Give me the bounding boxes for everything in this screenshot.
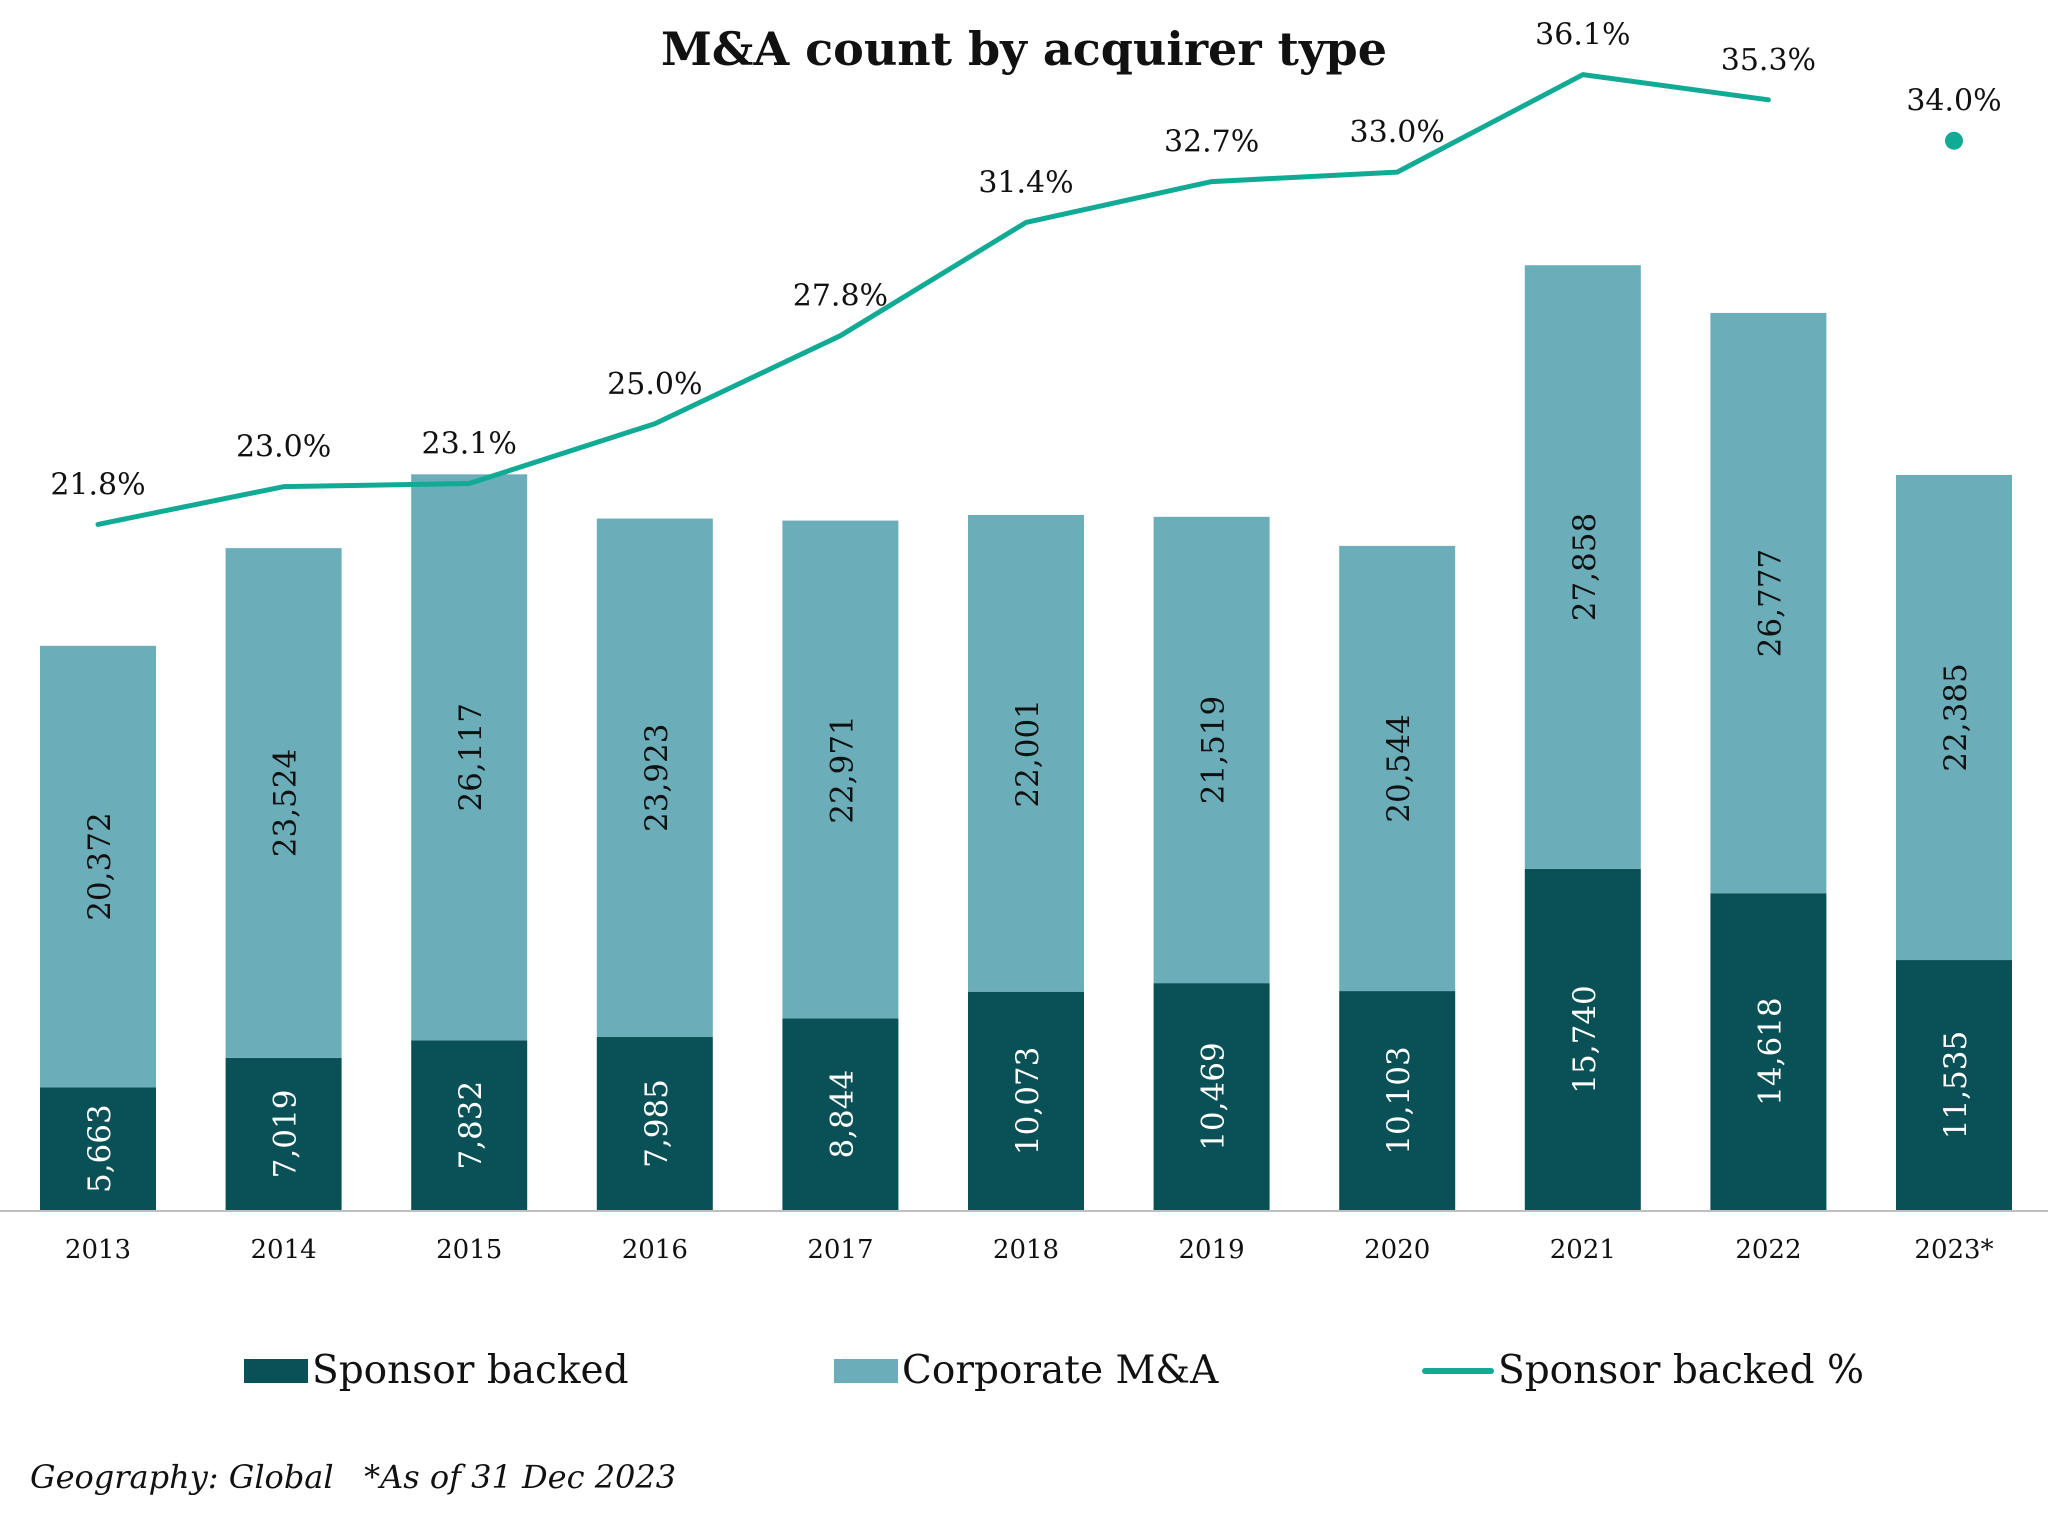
label-percent-2014: 23.0% [236, 430, 331, 465]
bar-sponsor-2013 [40, 1087, 156, 1210]
sponsor-percent-line [95, 72, 1771, 527]
bar-sponsor-2015 [411, 1040, 528, 1210]
label-corporate-2019: 21,519 [1196, 696, 1232, 804]
bar-sponsor-2014 [225, 1057, 342, 1210]
label-percent-2020: 33.0% [1350, 115, 1445, 150]
bar-corporate-2020 [1339, 545, 1456, 992]
x-tick-2022: 2022 [1735, 1235, 1801, 1265]
label-corporate-2022: 26,777 [1752, 549, 1788, 657]
x-tick-2015: 2015 [436, 1235, 502, 1265]
legend-label-corporate: Corporate M&A [902, 1348, 1219, 1393]
bar-corporate-2022 [1710, 312, 1827, 894]
x-tick-2021: 2021 [1550, 1235, 1616, 1265]
bar-corporate-2021 [1524, 265, 1641, 869]
label-corporate-2017: 22,971 [824, 715, 860, 823]
bar-labels-group: 5,663 20,372 7,019 23,524 7,832 26,117 7,985 23… [82, 513, 1974, 1193]
x-tick-2018: 2018 [993, 1235, 1059, 1265]
label-sponsor-2019: 10,469 [1196, 1042, 1232, 1150]
legend-label-line: Sponsor backed % [1498, 1348, 1865, 1393]
x-tick-2017: 2017 [807, 1235, 873, 1265]
bars-group [40, 265, 2012, 1210]
label-corporate-2023*: 22,385 [1938, 663, 1974, 771]
label-corporate-2013: 20,372 [82, 812, 118, 920]
sponsor-percent-line-group: 21.8% 23.0% 23.1% 25.0% 27.8% 31.4% 32.7% 33.0%… [50, 18, 2002, 527]
chart-title: M&A count by acquirer type [661, 22, 1387, 76]
label-percent-2021: 36.1% [1535, 18, 1630, 53]
bar-corporate-2015 [411, 474, 528, 1041]
legend-item-line: Sponsor backed % [1422, 1348, 1864, 1393]
footnote: Geography: Global *As of 31 Dec 2023 [30, 1458, 677, 1496]
label-sponsor-2018: 10,073 [1010, 1047, 1046, 1155]
x-tick-2023*: 2023* [1914, 1235, 1993, 1265]
legend-swatch-line [1422, 1367, 1494, 1374]
bar-corporate-2013 [40, 645, 156, 1088]
label-corporate-2020: 20,544 [1381, 714, 1417, 822]
bar-corporate-2017 [782, 520, 899, 1019]
label-corporate-2021: 27,858 [1567, 513, 1603, 621]
bar-sponsor-2021 [1524, 868, 1641, 1210]
label-percent-2016: 25.0% [607, 367, 702, 402]
label-sponsor-2022: 14,618 [1752, 997, 1788, 1105]
legend-item-corporate: Corporate M&A [834, 1348, 1218, 1393]
label-corporate-2014: 23,524 [268, 749, 304, 857]
legend-item-sponsor: Sponsor backed [244, 1348, 629, 1393]
sponsor-percent-point-2023* [1945, 131, 1963, 150]
label-sponsor-2020: 10,103 [1381, 1046, 1417, 1154]
label-percent-2022: 35.3% [1721, 43, 1816, 78]
bar-corporate-2023* [1896, 474, 2012, 961]
x-tick-labels-group: 2013 2014 2015 2016 2017 2018 2019 2020 2021 2022… [65, 1235, 1994, 1265]
label-sponsor-2016: 7,985 [639, 1079, 675, 1168]
label-sponsor-2017: 8,844 [824, 1070, 860, 1159]
label-percent-2019: 32.7% [1164, 125, 1259, 160]
legend-label-sponsor: Sponsor backed [312, 1348, 629, 1393]
label-sponsor-2014: 7,019 [268, 1090, 304, 1179]
x-tick-2019: 2019 [1179, 1235, 1245, 1265]
label-percent-2013: 21.8% [50, 467, 145, 502]
bar-corporate-2018 [968, 514, 1084, 992]
label-corporate-2015: 26,117 [453, 703, 489, 811]
label-percent-2017: 27.8% [793, 279, 888, 314]
x-tick-2013: 2013 [65, 1235, 131, 1265]
label-corporate-2016: 23,923 [639, 724, 675, 832]
bar-sponsor-2019 [1153, 983, 1270, 1210]
legend-swatch-sponsor [244, 1358, 308, 1383]
bar-corporate-2019 [1153, 516, 1270, 984]
bar-sponsor-2022 [1710, 893, 1827, 1210]
label-sponsor-2015: 7,832 [453, 1081, 489, 1170]
bar-corporate-2016 [596, 518, 713, 1037]
bar-sponsor-2020 [1339, 991, 1456, 1210]
label-sponsor-2023*: 11,535 [1938, 1031, 1974, 1139]
label-percent-2018: 31.4% [978, 165, 1073, 200]
x-tick-2014: 2014 [251, 1235, 317, 1265]
legend: Sponsor backed Corporate M&A Sponsor bac… [0, 1348, 2048, 1408]
legend-swatch-corporate [834, 1358, 898, 1383]
bar-sponsor-2023* [1896, 960, 2012, 1210]
chart-canvas: 5,663 20,372 7,019 23,524 7,832 26,117 7,985 23… [0, 18, 2048, 1265]
label-percent-2015: 23.1% [422, 427, 517, 462]
label-sponsor-2013: 5,663 [82, 1104, 118, 1193]
label-percent-2023*: 34.0% [1906, 84, 2001, 119]
bar-sponsor-2017 [782, 1018, 899, 1210]
x-tick-2020: 2020 [1364, 1235, 1430, 1265]
bar-sponsor-2016 [596, 1036, 713, 1210]
bar-corporate-2014 [225, 548, 342, 1058]
bar-sponsor-2018 [968, 991, 1084, 1210]
label-corporate-2018: 22,001 [1010, 699, 1046, 807]
label-sponsor-2021: 15,740 [1567, 985, 1603, 1093]
x-tick-2016: 2016 [622, 1235, 688, 1265]
